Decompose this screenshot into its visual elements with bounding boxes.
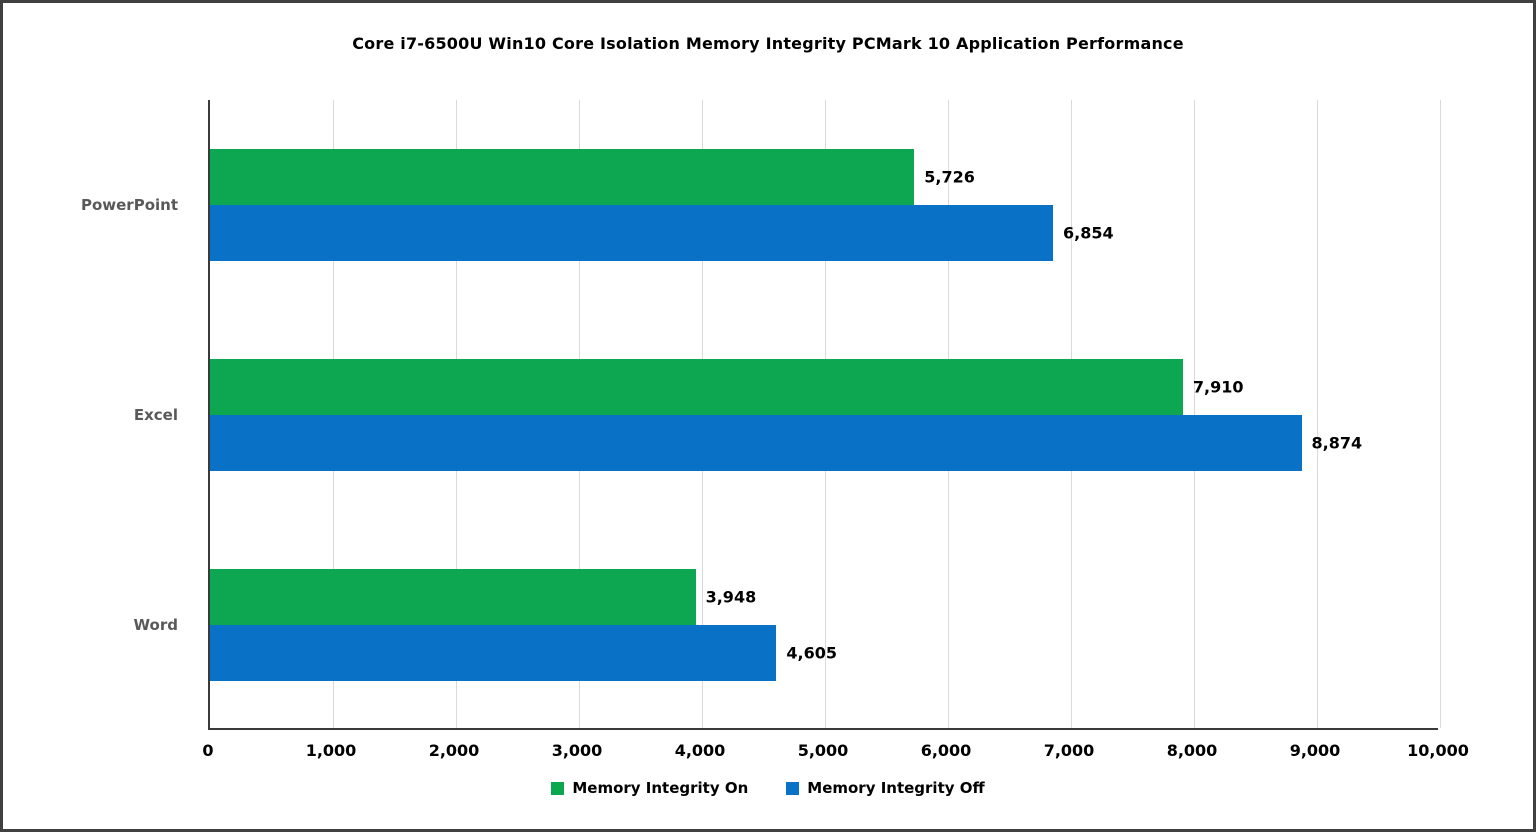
bar-value-label: 4,605 <box>786 643 838 663</box>
legend-label: Memory Integrity On <box>572 779 749 797</box>
legend-item: Memory Integrity Off <box>786 779 985 797</box>
category-label: PowerPoint <box>80 196 178 214</box>
category-label: Excel <box>133 406 178 424</box>
bar <box>210 625 777 681</box>
bar-value-label: 8,874 <box>1311 433 1363 453</box>
gridline <box>1440 100 1441 728</box>
x-tick-label: 0 <box>202 741 214 760</box>
bar-value-label: 5,726 <box>924 167 975 187</box>
gridline <box>1194 100 1195 728</box>
bar <box>210 569 696 625</box>
bar <box>210 359 1183 415</box>
bar-value-label: 6,854 <box>1063 223 1114 243</box>
chart-title: Core i7-6500U Win10 Core Isolation Memor… <box>352 34 1184 53</box>
x-axis-tick-labels: 0 1,000 2,000 3,000 4,000 5,000 6,000 7,000 8,00… <box>202 741 1468 765</box>
x-tick-label: 9,000 <box>1289 741 1341 760</box>
bar-value-label: 7,910 <box>1192 377 1244 397</box>
x-tick-label: 8,000 <box>1166 741 1218 760</box>
bar <box>210 205 1054 261</box>
legend-swatch-icon <box>786 781 800 795</box>
legend: Memory Integrity On Memory Integrity Off <box>3 779 1533 797</box>
gridline <box>1317 100 1318 728</box>
legend-label: Memory Integrity Off <box>807 779 985 797</box>
x-tick-label: 5,000 <box>797 741 849 760</box>
x-tick-label: 10,000 <box>1407 741 1469 760</box>
x-tick-label: 4,000 <box>674 741 726 760</box>
plot-area: 5,726 7,910 3,948 6,854 8,874 4,605 <box>208 100 1441 730</box>
category-label: Word <box>133 616 178 634</box>
x-tick-label: 7,000 <box>1043 741 1095 760</box>
bar <box>210 149 915 205</box>
x-tick-label: 3,000 <box>551 741 603 760</box>
category-axis-labels: PowerPoint Excel Word <box>3 100 193 730</box>
x-tick-label: 2,000 <box>428 741 480 760</box>
legend-swatch-icon <box>551 781 565 795</box>
bar <box>210 415 1302 471</box>
bar-value-label: 3,948 <box>705 587 757 607</box>
x-tick-label: 1,000 <box>305 741 357 760</box>
legend-item: Memory Integrity On <box>551 779 748 797</box>
x-tick-label: 6,000 <box>920 741 972 760</box>
